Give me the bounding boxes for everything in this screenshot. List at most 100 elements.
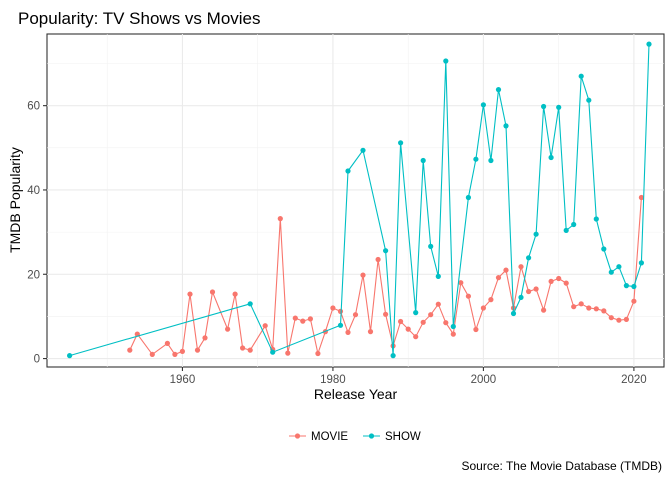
movie-point [450,331,456,337]
movie-point [315,350,321,357]
show-point [616,264,622,270]
show-point [556,104,562,110]
movie-point [638,194,645,201]
movie-point [428,312,434,318]
movie-point [127,347,133,353]
show-point [593,216,599,222]
movie-point [307,316,313,322]
show-point [465,194,471,201]
legend-key-point [294,433,301,439]
movie-point [518,264,524,270]
chart-title: Popularity: TV Shows vs Movies [18,9,261,28]
movie-point [360,272,366,278]
movie-point [194,347,201,353]
show-point [247,301,253,307]
legend-label: SHOW [385,431,421,443]
show-point [345,168,351,174]
show-point [623,283,630,289]
show-point [450,323,456,330]
show-series [67,41,652,359]
y-tick-label: 20 [27,269,40,281]
movie-point [608,315,614,321]
show-point [601,246,607,252]
movie-point [405,326,411,332]
show-point [578,73,584,79]
movie-point [149,351,155,357]
x-tick-label: 1980 [320,374,346,386]
movie-point [277,216,283,222]
legend-key-point [368,433,375,439]
show-point [541,103,547,110]
show-point [488,157,494,164]
show-line [69,44,650,357]
movie-point [458,280,464,286]
show-point [503,123,509,129]
show-point [67,353,73,359]
show-point [510,310,517,317]
show-point [631,283,637,290]
movie-point [300,318,306,324]
movie-point [202,335,208,341]
movie-point [172,351,178,357]
movie-point [526,288,532,295]
movie-point [375,256,381,263]
movie-point [473,326,479,333]
movie-point [285,350,291,356]
legend-item-movie: MOVIE [289,431,348,443]
movie-point [337,308,344,314]
movie-point [398,318,404,325]
movie-point [262,323,268,329]
show-point [608,269,614,275]
y-axis-title: TMDB Popularity [7,147,23,253]
x-axis-title: Release Year [314,386,398,402]
show-point [360,147,366,153]
show-point [495,87,502,93]
movie-point [465,293,471,299]
legend-label: MOVIE [311,431,348,443]
show-point [443,58,449,64]
movie-point [533,286,539,292]
show-point [533,231,539,237]
show-point [646,41,652,47]
movie-point [503,267,509,273]
plot-panel [46,33,665,368]
show-point [480,102,486,108]
show-point [526,255,532,261]
show-point [571,221,577,228]
movie-point [232,291,238,297]
show-point [563,227,569,233]
movie-point [563,280,569,286]
show-point [413,310,419,316]
movie-point [495,275,502,281]
legend: MOVIE SHOW [289,431,421,443]
movie-point [443,320,449,326]
movie-point [488,297,494,303]
movie-point [601,308,607,314]
x-tick-label: 2020 [621,374,647,386]
movie-point [616,317,622,323]
show-point [270,349,276,355]
movie-point [571,304,577,310]
movie-point [578,301,584,307]
movie-point [209,289,216,295]
movie-point [352,312,359,318]
movie-point [330,305,336,311]
movie-point [179,348,185,354]
show-point [473,156,479,162]
movie-point [383,311,389,317]
movie-point [164,340,170,346]
show-point [428,243,434,249]
movie-point [541,307,547,313]
movie-series [127,194,645,357]
movie-point [292,315,298,321]
movie-point [548,278,554,284]
legend-item-show: SHOW [363,431,421,443]
movie-point [623,316,630,322]
movie-point [240,345,246,351]
x-tick-label: 2000 [471,374,497,386]
movie-point [420,319,426,325]
movie-point [367,329,374,335]
show-point [383,248,389,254]
